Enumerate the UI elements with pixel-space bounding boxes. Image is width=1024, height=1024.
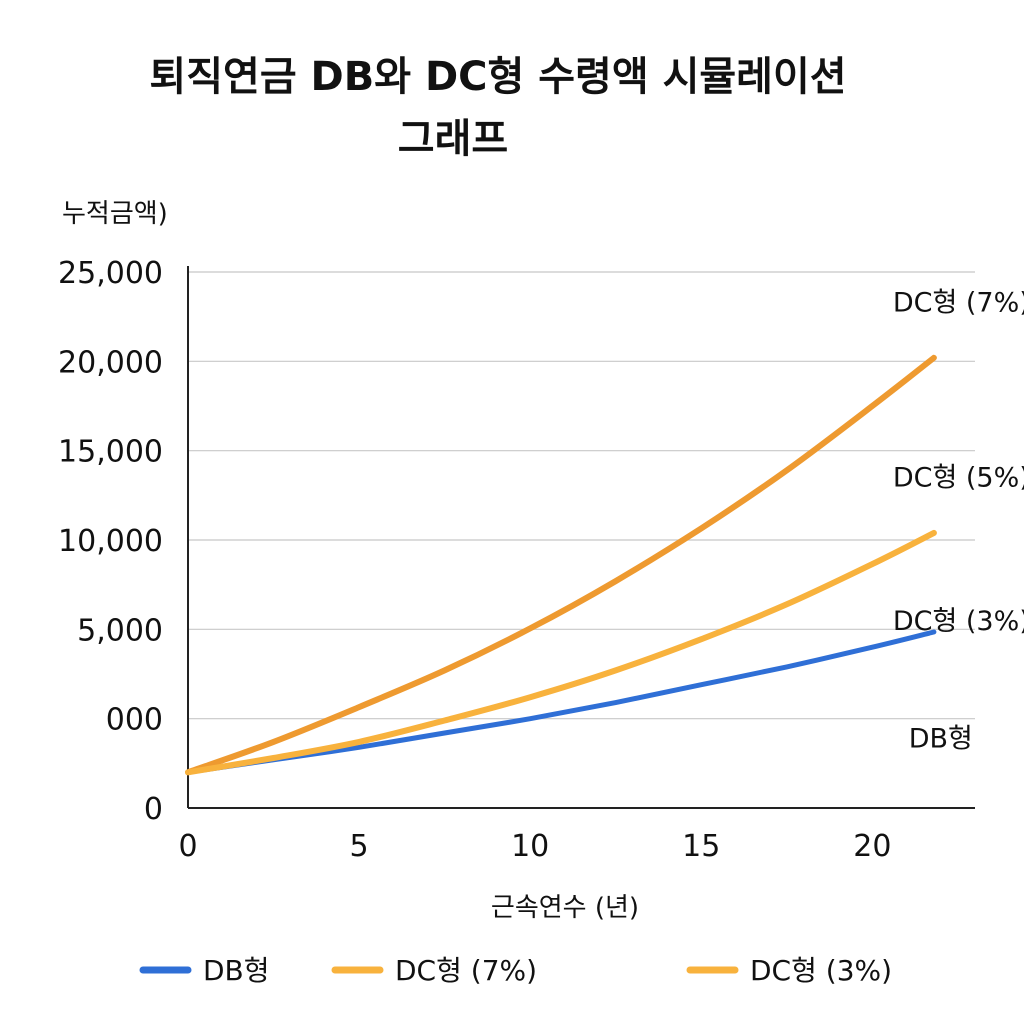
legend-entry-label: DB형 [203, 954, 270, 987]
y-tick-label: 20,000 [58, 345, 163, 380]
series-end-label: DC형 (5%) [893, 462, 1024, 493]
y-tick-label: 25,000 [58, 256, 163, 291]
series-end-label: DC형 (7%) [893, 287, 1024, 318]
axes [187, 266, 975, 809]
series-labels: DC형 (7%) DC형 (5%) DC형 (3%) DB형 [893, 287, 1024, 754]
series-end-label: DB형 [909, 723, 973, 754]
y-tick-label: 5,000 [77, 613, 163, 648]
x-axis-label: 근속연수 (년) [491, 893, 639, 923]
x-tick-label: 15 [682, 829, 720, 864]
y-tick-label: 0 [144, 792, 163, 827]
y-axis-label: 누적금액) [62, 199, 168, 229]
legend: DB형 DC형 (7%) DC형 (3%) [139, 954, 892, 987]
y-tick-label: 000 [106, 703, 163, 738]
series-line-0 [185, 629, 937, 775]
chart-title-line-2: 그래프 [398, 116, 508, 162]
legend-entry-label: DC형 (7%) [395, 954, 537, 987]
x-tick-labels: 0 5 10 15 20 [178, 829, 891, 864]
x-tick-label: 10 [511, 829, 549, 864]
series-line-1 [185, 354, 937, 776]
x-tick-label: 20 [853, 829, 891, 864]
chart-title-line-1: 퇴직연금 DB와 DC형 수령액 시뮬레이션 [149, 54, 846, 100]
x-tick-label: 5 [350, 829, 369, 864]
gridlines [188, 271, 975, 720]
series-lines [185, 354, 937, 776]
series-line-2 [185, 529, 937, 776]
y-tick-label: 10,000 [58, 524, 163, 559]
series-end-label: DC형 (3%) [893, 606, 1024, 637]
legend-entry-label: DC형 (3%) [750, 954, 892, 987]
y-tick-label: 15,000 [58, 435, 163, 470]
x-tick-label: 0 [178, 829, 197, 864]
